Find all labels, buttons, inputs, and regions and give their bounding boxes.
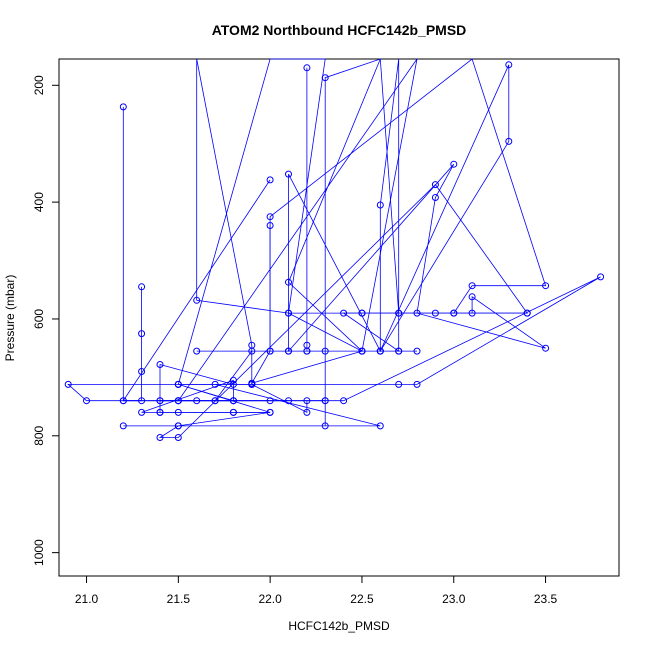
data-point — [376, 347, 384, 355]
series-line — [67, 58, 601, 427]
data-point — [119, 103, 127, 111]
data-point — [248, 380, 256, 388]
data-point — [266, 408, 274, 416]
data-point — [174, 397, 182, 405]
plot-frame — [58, 58, 620, 577]
data-point — [285, 347, 292, 355]
data-point — [193, 347, 201, 355]
data-point — [376, 201, 384, 209]
data-point — [303, 408, 311, 416]
x-tick-label: 23.5 — [534, 592, 558, 606]
data-point — [321, 74, 329, 82]
data-point — [395, 309, 403, 317]
x-axis: 21.0 21.5 22.0 22.5 23.0 23.5 — [75, 575, 558, 606]
data-point — [395, 347, 403, 355]
data-point — [119, 397, 127, 405]
data-point — [266, 176, 274, 184]
data-point — [431, 181, 439, 189]
data-point — [468, 293, 476, 301]
y-axis: 200 400 600 800 1000 — [32, 75, 60, 566]
data-point — [83, 397, 90, 405]
data-point — [156, 434, 164, 441]
data-point — [505, 137, 513, 145]
data-point — [542, 282, 550, 290]
y-axis-label: Pressure (mbar) — [3, 275, 17, 362]
chart-title: ATOM2 Northbound HCFC142b_PMSD — [212, 22, 467, 38]
data-point — [340, 397, 348, 405]
x-tick-label: 22.5 — [350, 592, 374, 606]
x-tick-label: 23.0 — [442, 592, 466, 606]
data-point — [450, 309, 458, 317]
data-point — [248, 347, 256, 355]
data-point — [174, 434, 182, 441]
profile-series — [119, 58, 550, 405]
data-point — [174, 380, 182, 388]
data-point — [266, 347, 274, 355]
data-point — [285, 309, 292, 317]
data-point — [542, 344, 550, 352]
y-tick-label: 400 — [32, 192, 46, 212]
x-tick-label: 21.5 — [167, 592, 191, 606]
data-point — [413, 380, 421, 388]
data-point — [395, 380, 403, 388]
data-point — [193, 296, 201, 304]
profile-series — [64, 58, 605, 430]
x-tick-label: 22.0 — [258, 592, 282, 606]
series-layer — [64, 58, 605, 441]
data-point — [138, 368, 146, 375]
data-point — [413, 347, 421, 355]
data-point — [321, 422, 329, 430]
data-point — [505, 61, 513, 69]
y-tick-label: 800 — [32, 425, 46, 445]
y-tick-label: 600 — [32, 309, 46, 329]
data-point — [174, 422, 182, 430]
data-point — [450, 160, 458, 168]
data-point — [358, 347, 366, 355]
series-line — [122, 58, 547, 402]
data-point — [285, 170, 292, 178]
x-tick-label: 21.0 — [75, 592, 99, 606]
data-point — [138, 330, 146, 338]
data-point — [156, 361, 164, 368]
data-point — [156, 408, 164, 416]
data-point — [119, 422, 127, 430]
data-point — [597, 273, 605, 281]
data-point — [468, 309, 476, 317]
data-point — [340, 309, 348, 317]
data-point — [64, 380, 72, 388]
data-point — [266, 213, 274, 221]
data-point — [138, 283, 146, 291]
data-point — [358, 309, 366, 317]
data-point — [523, 309, 531, 317]
data-point — [431, 194, 439, 201]
data-point — [303, 64, 311, 72]
data-point — [229, 408, 237, 416]
y-tick-label: 200 — [32, 75, 46, 95]
data-point — [321, 397, 329, 405]
data-point — [413, 309, 421, 317]
data-point — [303, 347, 311, 355]
y-tick-label: 1000 — [32, 539, 46, 566]
x-axis-label: HCFC142b_PMSD — [288, 619, 390, 633]
data-point — [468, 282, 476, 290]
data-point — [138, 408, 146, 416]
data-point — [376, 422, 384, 430]
